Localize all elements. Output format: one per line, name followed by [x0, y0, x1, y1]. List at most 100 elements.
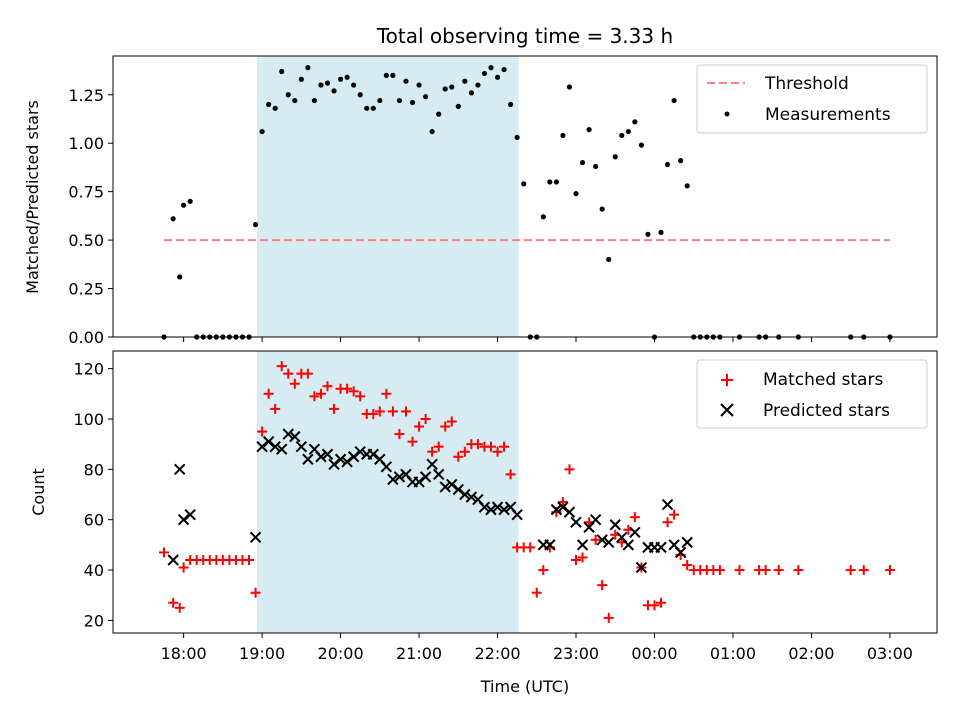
measurement-point [429, 128, 435, 135]
matched-point [629, 512, 640, 523]
matched-point [597, 580, 608, 591]
measurement-point [455, 103, 461, 109]
measurement-point [645, 231, 651, 237]
measurement-point [187, 198, 193, 204]
measurement-point [357, 92, 363, 98]
predicted-point [347, 451, 360, 463]
top-shaded-interval [256, 56, 519, 337]
matched-point [669, 509, 680, 520]
measurement-point [409, 99, 416, 106]
top-y-ticks: 0.00 0.25 0.50 0.75 1.00 1.25 [68, 86, 113, 347]
y-tick-label: 0.75 [68, 183, 104, 202]
y-tick-label: 60 [84, 511, 104, 530]
matched-point [433, 441, 444, 452]
measurement-point [324, 80, 331, 86]
predicted-point [465, 491, 478, 503]
matched-point [270, 403, 281, 414]
measurement-point [514, 134, 520, 140]
predicted-point [282, 428, 294, 440]
chart-title: Total observing time = 3.33 h [376, 24, 673, 48]
measurement-point [612, 154, 618, 160]
matched-point [414, 421, 425, 432]
predicted-point [478, 501, 491, 513]
count-points [159, 361, 895, 623]
top-x-ticks [183, 337, 891, 342]
measurement-point [508, 101, 514, 108]
legend-measurements-swatch [724, 111, 730, 117]
predicted-point [173, 463, 186, 476]
measurement-point [181, 202, 187, 208]
predicted-point [563, 506, 576, 518]
matched-point [662, 517, 673, 528]
measurement-point [259, 128, 265, 135]
measurement-point [436, 111, 442, 117]
legend-predicted-swatch [720, 403, 734, 417]
matched-point [656, 597, 667, 608]
matched-point [682, 560, 693, 571]
predicted-point [387, 473, 399, 486]
matched-point [381, 388, 392, 399]
legend-predicted-label: Predicted stars [763, 401, 890, 421]
matched-point [531, 587, 542, 598]
predicted-point [184, 508, 196, 521]
matched-point [276, 361, 287, 372]
matched-point [400, 406, 411, 417]
measurement-point [684, 183, 690, 189]
matched-point [577, 552, 588, 563]
measurement-point [468, 90, 474, 96]
predicted-point [459, 488, 471, 501]
predicted-point [452, 483, 465, 496]
predicted-point [328, 458, 340, 471]
matched-point [858, 565, 869, 576]
measurement-point [331, 88, 337, 94]
x-tick-label: 18:00 [161, 644, 207, 663]
measurement-point [396, 97, 403, 104]
matched-point [178, 562, 189, 573]
measurement-point [638, 142, 645, 148]
matched-point [714, 565, 725, 576]
measurement-point [377, 97, 383, 104]
predicted-point [289, 430, 301, 443]
matched-point [374, 406, 385, 417]
top-axes-frame [112, 55, 938, 338]
measurement-point [540, 214, 546, 220]
matched-point [459, 446, 470, 457]
measurement-point [416, 82, 422, 88]
legend-matched-swatch [721, 374, 733, 386]
matched-point [649, 600, 660, 611]
bottom-x-ticks: 18:00 19:00 20:00 21:00 22:00 23:00 00:00 01:00… [161, 633, 913, 663]
matched-point [564, 464, 575, 475]
predicted-point [249, 531, 262, 544]
measurement-point [547, 179, 553, 185]
measurement-point [311, 97, 318, 104]
matched-point [387, 406, 398, 417]
measurement-point [566, 84, 573, 90]
legend-matched-label: Matched stars [763, 370, 883, 390]
measurement-point [606, 256, 612, 263]
matched-point [492, 446, 503, 457]
measurement-point [481, 70, 488, 77]
matched-point [525, 542, 536, 553]
bottom-legend-box [696, 359, 928, 429]
measurement-point [266, 101, 272, 108]
predicted-point [655, 541, 667, 554]
measurement-point [678, 158, 684, 164]
measurement-point [170, 216, 176, 222]
legend-threshold-label: Threshold [764, 74, 849, 94]
matched-point [420, 413, 431, 424]
predicted-point [674, 546, 687, 559]
measurement-point [579, 159, 586, 166]
bottom-xlabel: Time (UTC) [480, 677, 569, 696]
x-tick-label: 20:00 [318, 644, 364, 663]
measurement-point [619, 132, 625, 139]
x-tick-label: 00:00 [631, 644, 677, 663]
measurement-point [370, 105, 376, 111]
measurement-point [593, 163, 599, 170]
matched-point [257, 426, 268, 437]
matched-point [440, 421, 451, 432]
measurement-point [658, 229, 664, 235]
predicted-point [426, 458, 438, 471]
matched-point [557, 497, 568, 508]
matched-point [472, 439, 483, 450]
